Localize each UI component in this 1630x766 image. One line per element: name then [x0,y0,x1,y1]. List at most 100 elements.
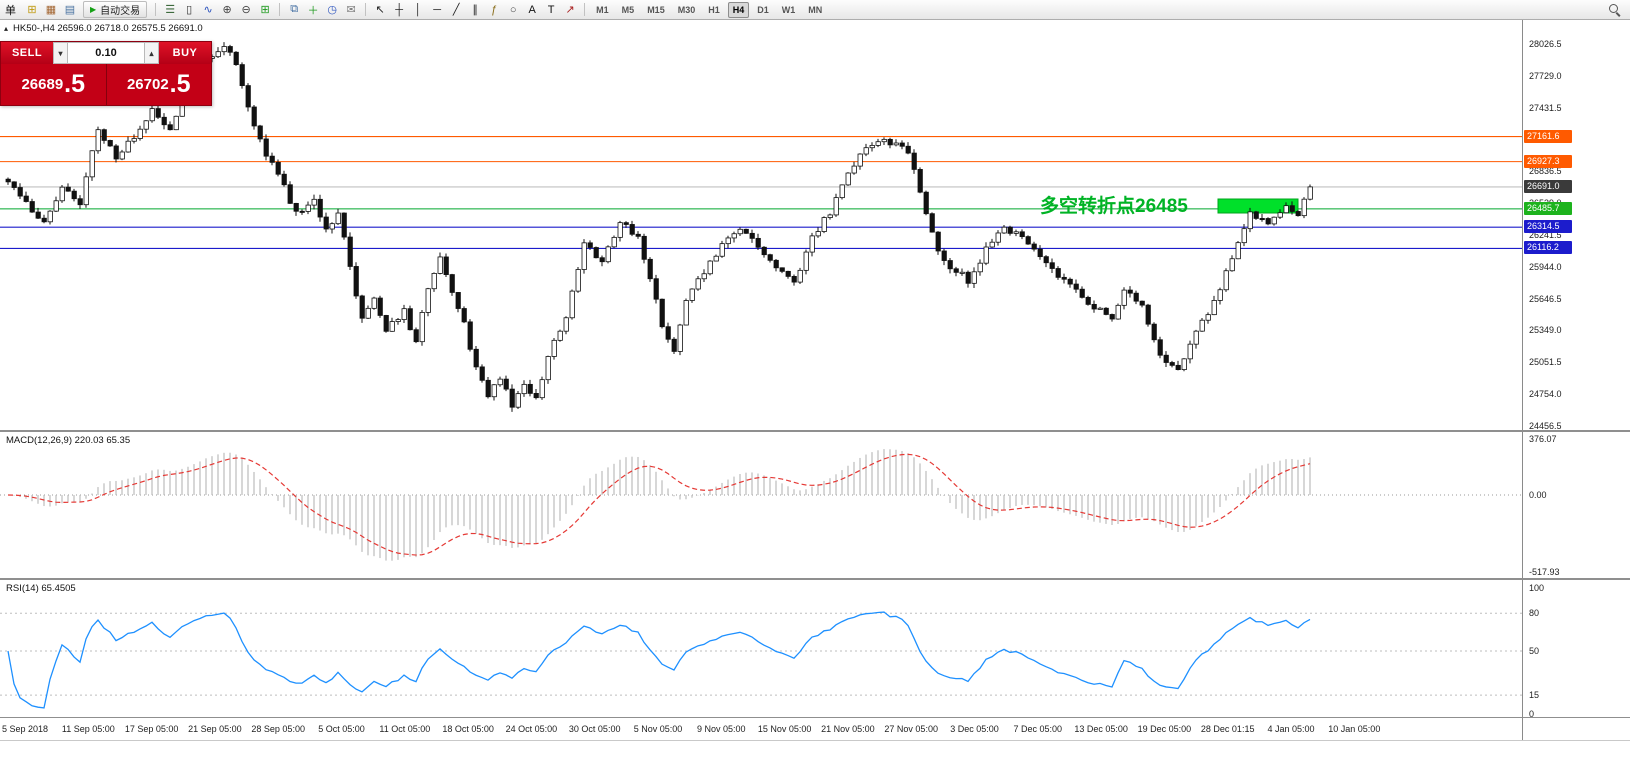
macd-signal-line [7,453,1311,556]
price-axis-label: 28026.5 [1529,39,1562,49]
timeframe-M15[interactable]: M15 [647,4,665,15]
sell-button[interactable]: SELL [1,42,53,64]
horizontal-level-lines [0,135,1522,249]
shapes-icon[interactable]: ○ [509,3,517,16]
price-chart-panel: 多空转折点26485 ▴ HK50-,H4 26596.0 26718.0 26… [0,20,1522,430]
toolbar-separator [155,3,157,16]
buy-button[interactable]: BUY [159,42,211,64]
time-axis-label: 15 Nov 05:00 [757,724,812,734]
crosshair-icon[interactable]: ┼ [395,3,404,16]
arrange-windows-icon[interactable]: ⧉ [290,3,299,15]
templates-icon[interactable]: ✉ [346,4,356,16]
time-axis[interactable]: 5 Sep 2018 11 Sep 05:00 17 Sep 05:00 21 Sep… [0,719,1522,740]
channel-icon[interactable]: ∥ [472,4,478,16]
panel-separator [0,717,1630,718]
time-axis-label: 9 Nov 05:00 [697,724,746,734]
fibonacci-icon[interactable]: ƒ [491,3,498,16]
time-axis-label: 5 Sep 2018 [1,724,49,734]
macd-histogram [13,449,1311,561]
bid-price-line-tag: 26691.0 [1524,179,1572,193]
autotrading-button[interactable]: ▶ 自动交易 [83,1,148,18]
time-axis-label: 21 Sep 05:00 [188,724,242,734]
horizontal-line-icon[interactable]: ─ [433,3,442,16]
timeframe-W1[interactable]: W1 [781,4,796,15]
menu-fragment[interactable]: 单 [5,4,16,17]
time-axis-label: 24 Oct 05:00 [505,724,558,734]
vertical-line-icon[interactable]: │ [414,3,422,16]
chart-title: HK50-,H4 26596.0 26718.0 26575.5 26691.0 [13,23,203,34]
add-indicator-icon[interactable]: ＋ [307,4,319,17]
price-axis-label: 24754.0 [1529,389,1562,400]
tile-windows-icon[interactable]: ⊞ [260,4,270,16]
price-axis-label: 25349.0 [1529,325,1562,336]
time-axis-label: 13 Dec 05:00 [1074,724,1128,734]
collapse-panel-icon[interactable]: ▴ [4,24,9,33]
timeframe-MN[interactable]: MN [808,4,823,15]
time-axis-label: 21 Nov 05:00 [821,724,875,734]
volume-decrease-button[interactable]: ▾ [53,42,68,64]
timeframe-M30[interactable]: M30 [677,4,696,15]
panel-separator[interactable] [0,578,1630,580]
timeframe-H1[interactable]: H1 [708,4,720,15]
volume-increase-button[interactable]: ▴ [144,42,159,64]
time-axis-label: 10 Jan 05:00 [1328,724,1381,734]
profiles-icon[interactable]: ▤ [64,4,76,16]
buy-price-display[interactable]: 26702.5 [106,64,211,105]
price-axis-label: 26836.5 [1529,166,1562,177]
time-axis-label: 3 Dec 05:00 [950,724,999,734]
time-axis-label: 7 Dec 05:00 [1013,724,1063,734]
chart-window-icon[interactable]: ▦ [45,4,57,16]
support-line-2-tag: 26116.2 [1524,241,1572,255]
candlestick-chart-icon[interactable]: ▯ [186,4,193,16]
timeframe-M5[interactable]: M5 [621,4,635,15]
price-axis[interactable]: 28026.527729.027431.527134.026836.526539… [1522,20,1630,740]
arrows-icon[interactable]: ↗ [565,4,575,16]
resistance-line-1-tag: 27161.6 [1524,129,1572,143]
price-axis-label: 26241.5 [1529,229,1562,240]
cursor-icon[interactable]: ↖ [375,4,385,16]
search-icon[interactable] [1608,3,1621,16]
panel-separator[interactable] [0,430,1630,432]
rsi-axis-label: 50 [1529,646,1540,656]
time-axis-bottom-border [0,740,1630,741]
periods-icon[interactable]: ◷ [327,4,337,16]
rsi-chart[interactable] [0,581,1522,718]
rsi-line [7,611,1311,709]
bar-chart-icon[interactable]: ☰ [165,4,176,16]
price-axis-label: 25646.5 [1529,293,1562,304]
pivot-line-tag: 26485.7 [1524,201,1572,215]
macd-axis-label: 0.00 [1529,490,1547,500]
trendline-icon[interactable]: ╱ [452,4,460,16]
resistance-line-2-tag: 26927.3 [1524,154,1572,168]
price-axis-label: 25051.5 [1529,357,1562,368]
rsi-axis-label: 100 [1529,583,1545,593]
text-label-icon[interactable]: T [547,3,555,16]
time-axis-label: 18 Oct 05:00 [442,724,494,734]
time-axis-label: 28 Dec 01:15 [1200,724,1255,734]
rsi-axis-label: 15 [1529,690,1540,701]
autotrading-play-icon: ▶ [90,5,97,14]
new-order-icon[interactable]: ⊞ [27,4,37,16]
macd-panel: MACD(12,26,9) 220.03 65.35 [0,433,1522,578]
candlesticks [5,42,1313,412]
time-axis-label: 11 Sep 05:00 [61,724,115,734]
macd-axis-label: -517.93 [1529,567,1560,578]
timeframe-M1[interactable]: M1 [596,4,609,15]
zoom-in-icon[interactable]: ⊕ [222,4,232,16]
sell-price-display[interactable]: 26689.5 [1,64,107,105]
macd-chart[interactable] [0,433,1522,578]
time-axis-label: 11 Oct 05:00 [379,724,431,734]
line-chart-icon[interactable]: ∿ [203,4,213,16]
volume-input[interactable]: 0.10 [68,42,144,64]
price-axis-label: 25944.0 [1529,261,1562,272]
rsi-panel: RSI(14) 65.4505 [0,581,1522,718]
time-axis-label: 5 Oct 05:00 [318,724,365,734]
chart-title-row: ▴ HK50-,H4 26596.0 26718.0 26575.5 26691… [4,23,203,34]
zoom-out-icon[interactable]: ⊖ [241,4,251,16]
candlestick-chart[interactable]: 多空转折点26485 [0,20,1522,430]
one-click-trading-panel: SELL ▾ 0.10 ▴ BUY 26689.5 26702.5 [0,41,212,106]
timeframe-H4[interactable]: H4 [727,1,750,18]
text-icon[interactable]: A [528,3,536,16]
timeframe-D1[interactable]: D1 [757,4,769,15]
